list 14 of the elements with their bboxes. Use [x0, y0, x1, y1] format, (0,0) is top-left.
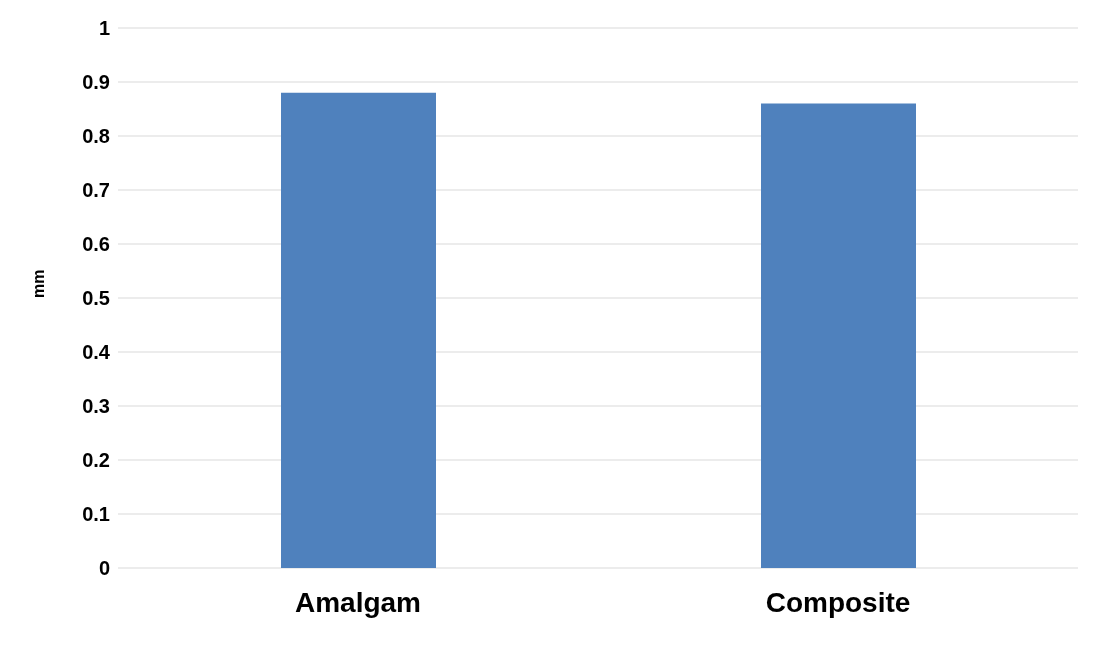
- y-tick-label: 1: [98, 17, 110, 40]
- x-tick-label: Amalgam: [294, 586, 422, 618]
- y-tick-label: 0: [98, 557, 110, 580]
- y-axis-title: mm: [29, 269, 47, 298]
- x-tick-label: Composite: [765, 586, 911, 618]
- y-tick-label: 0.9: [82, 71, 110, 94]
- y-tick-label: 0.1: [82, 503, 110, 526]
- y-tick-label: 0.7: [82, 179, 110, 202]
- y-tick-label: 0.5: [82, 287, 110, 310]
- y-tick-label: 0.4: [82, 341, 111, 364]
- y-tick-label: 0.3: [82, 395, 110, 418]
- y-tick-label: 0.2: [82, 449, 110, 472]
- y-tick-label: 0.6: [82, 233, 110, 256]
- y-tick-label: 0.8: [82, 125, 110, 148]
